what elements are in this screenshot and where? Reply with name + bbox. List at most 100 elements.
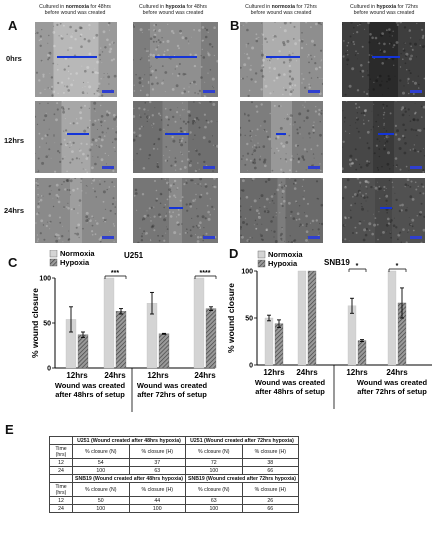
table-cell: 44 [128, 496, 187, 505]
y-tick-label: 100 [39, 276, 51, 283]
table-cell: 100 [185, 466, 243, 475]
x-tick-label: 12hrs [346, 368, 368, 377]
wound-width-line [380, 207, 392, 209]
wound-width-line [165, 133, 189, 135]
micrograph-image [35, 101, 117, 173]
table-e: U251 (Wound created after 48hrs hypoxia)… [49, 436, 300, 513]
micrograph-image [342, 22, 425, 97]
scale-bar [410, 236, 422, 239]
micrograph-image [240, 22, 323, 97]
group-label: after 72hrs of setup [137, 390, 207, 399]
header-a-hypoxia: Cultured in hypoxia for 48hrs before woun… [138, 4, 208, 17]
micrograph-image [133, 22, 218, 97]
group-label: after 48hrs of setup [55, 390, 125, 399]
significance-label: **** [200, 270, 211, 277]
bar [115, 311, 127, 369]
micrograph-image [240, 178, 323, 243]
scale-bar [308, 90, 320, 93]
table-header-u251: U251 (Wound created after 48hrs hypoxia)… [49, 436, 300, 445]
legend-label: Hypoxia [268, 259, 298, 268]
panel-label-a: A [8, 18, 18, 33]
y-tick-label: 50 [43, 321, 51, 328]
scale-bar [308, 236, 320, 239]
table-cell: Time (hrs) [49, 444, 73, 459]
micrograph-image [133, 101, 218, 173]
bar [297, 270, 307, 366]
bar [193, 277, 205, 369]
header-a-normoxia: Cultured in normoxia for 48hrs before wou… [39, 4, 111, 17]
panel-label-c: C [8, 255, 18, 270]
table-cell: 100 [185, 504, 243, 513]
table-cell: SNB19 (Wound created after 48hrs hypoxia… [71, 474, 187, 483]
group-label: after 48hrs of setup [255, 387, 325, 396]
wound-width-line [266, 56, 300, 58]
legend-swatch [49, 258, 58, 267]
y-axis-label: % wound closure [226, 283, 236, 353]
time-label-24: 24hrs [4, 206, 25, 215]
bar [274, 323, 284, 366]
legend-swatch [257, 259, 266, 268]
x-tick-label: 12hrs [66, 371, 88, 380]
table-cell: % closure (N) [72, 444, 130, 459]
micrograph-image [35, 178, 117, 243]
table-cell: SNB19 (Wound created after 72hrs hypoxia… [185, 474, 300, 483]
wound-width-line [155, 56, 197, 58]
group-label: after 72hrs of setup [357, 387, 427, 396]
y-tick-label: 0 [249, 363, 253, 370]
bar [158, 333, 170, 369]
table-cell: 50 [72, 496, 130, 505]
bar [103, 277, 115, 369]
table-cell: U251 (Wound created after 72hrs hypoxia) [185, 436, 300, 445]
table-cell: 63 [128, 466, 187, 475]
table-cell: 12 [49, 458, 73, 467]
table-subheader: Time (hrs) % closure (N) % closure (H) %… [49, 482, 300, 497]
x-tick-label: 24hrs [386, 368, 408, 377]
y-tick-label: 100 [241, 269, 253, 276]
wound-width-line [372, 56, 400, 58]
micrograph-image [35, 22, 117, 97]
time-label-0: 0hrs [6, 54, 22, 63]
table-row: 24 100 100 100 66 [49, 504, 300, 513]
table-row: 12 50 44 63 26 [49, 496, 300, 505]
panel-label-d: D [229, 246, 239, 261]
header-b-hypoxia: Cultured in hypoxia for 72hrs before woun… [349, 4, 419, 17]
table-cell: 54 [72, 458, 130, 467]
scale-bar [102, 166, 114, 169]
scale-bar [203, 236, 215, 239]
legend-swatch [49, 250, 58, 258]
chart-c-u251: 0 50 100 % wound closure U251 NormoxiaHypoxia… [30, 250, 217, 412]
group-label: Wound was created [357, 378, 428, 387]
table-cell: 26 [241, 496, 300, 505]
y-tick-label: 0 [47, 366, 51, 373]
table-cell: 100 [72, 466, 130, 475]
table-subheader: Time (hrs) % closure (N) % closure (H) %… [49, 444, 300, 459]
bar [307, 270, 317, 366]
table-cell: 100 [72, 504, 130, 513]
scale-bar [102, 236, 114, 239]
y-axis-label: % wound closure [30, 288, 40, 358]
table-cell: 24 [49, 466, 73, 475]
y-tick-label: 50 [245, 316, 253, 323]
table-cell: % closure (H) [128, 444, 187, 459]
wound-width-line [378, 133, 394, 135]
significance-label: * [396, 263, 399, 270]
legend-label: Normoxia [60, 250, 95, 258]
x-tick-label: 24hrs [296, 368, 318, 377]
bar [357, 340, 367, 366]
chart-d-snb19: 0 50 100 % wound closure SNB19 NormoxiaHypoxi… [226, 250, 432, 409]
scale-bar [203, 166, 215, 169]
bar [77, 334, 89, 369]
time-label-12: 12hrs [4, 136, 25, 145]
x-tick-label: 24hrs [194, 371, 216, 380]
table-cell: Time (hrs) [49, 482, 73, 497]
table-row: 12 54 37 72 38 [49, 458, 300, 467]
micrograph-image [133, 178, 218, 243]
chart-title: U251 [124, 251, 144, 260]
scale-bar [203, 90, 215, 93]
table-cell: 63 [185, 496, 243, 505]
legend-label: Hypoxia [60, 258, 90, 267]
scale-bar [410, 90, 422, 93]
table-cell: % closure (N) [185, 444, 243, 459]
scale-bar [102, 90, 114, 93]
group-label: Wound was created [55, 381, 126, 390]
